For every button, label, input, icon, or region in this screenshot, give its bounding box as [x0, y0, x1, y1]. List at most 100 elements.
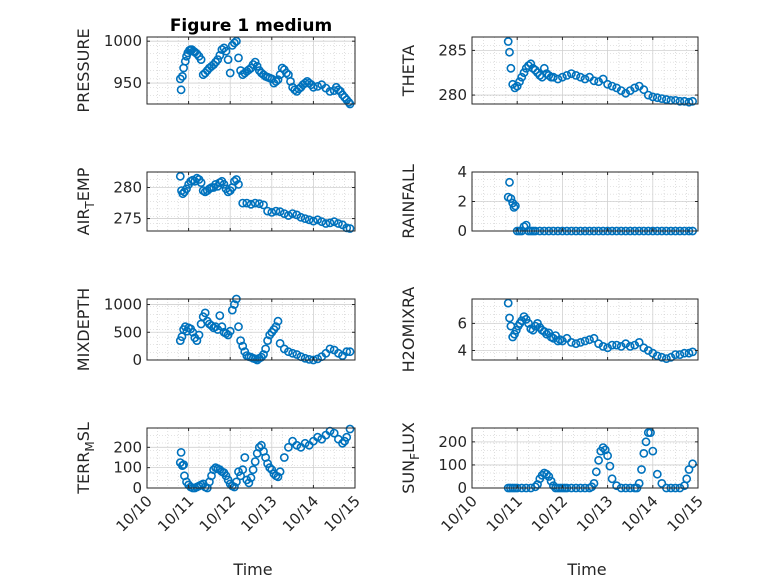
data-point: [279, 209, 289, 218]
axes-box: [146, 427, 356, 489]
data-point: [594, 455, 603, 465]
data-point: [680, 348, 689, 358]
data-point: [234, 322, 243, 332]
grid: [472, 299, 698, 360]
data-point: [688, 459, 697, 469]
axes-box: [146, 36, 356, 105]
data-point: [238, 465, 248, 475]
y-tick-label: 4: [457, 342, 467, 360]
subplot-rainfall: 0 2 4 RAINFALL: [399, 163, 699, 240]
data-point: [509, 202, 519, 212]
data-point: [252, 61, 262, 71]
data-point: [652, 93, 662, 103]
data-point: [215, 311, 225, 320]
data-point: [283, 211, 293, 220]
data-point: [526, 59, 536, 69]
data-point: [329, 217, 339, 227]
x-tick-label: 10/15: [321, 492, 364, 535]
data-point: [634, 337, 644, 347]
data-point: [666, 352, 676, 362]
data-point: [675, 350, 685, 359]
data-point: [594, 339, 603, 349]
data-point: [553, 74, 563, 84]
data-point: [192, 49, 202, 59]
data-point: [338, 90, 347, 100]
data-point: [639, 448, 649, 458]
data-point: [248, 60, 258, 69]
data-point: [511, 325, 521, 335]
data-point: [271, 206, 281, 216]
data-point: [250, 57, 260, 67]
data-point: [248, 465, 258, 475]
data-point: [231, 477, 241, 487]
data-point: [637, 465, 646, 474]
data-point: [567, 69, 576, 78]
data-point: [630, 83, 640, 93]
subplot-theta: 280 285 THETA: [399, 36, 699, 107]
axes-box: [146, 171, 356, 232]
data-point: [603, 343, 612, 353]
data-point: [648, 348, 658, 358]
data-point: [641, 437, 651, 447]
y-tick-label: 6: [457, 314, 467, 332]
y-tick-label: 1000: [104, 32, 142, 50]
y-axis-label: THETA: [399, 45, 418, 97]
y-tick-label: 200: [113, 438, 142, 456]
subplot-air-temp: 275 280 AIRTEMP: [74, 167, 356, 235]
data-point: [612, 481, 621, 491]
y-axis-label-main: SUN: [399, 460, 418, 494]
data-point: [688, 347, 697, 357]
data-point: [283, 442, 293, 452]
data-point: [598, 74, 608, 84]
data-point: [313, 215, 322, 225]
y-axis-label-main: THETA: [399, 45, 418, 97]
data-point: [652, 469, 662, 479]
data-point: [594, 77, 603, 87]
data-point: [304, 354, 314, 364]
y-axis-label-main: RAINFALL: [399, 164, 418, 239]
data-point: [342, 347, 352, 357]
data-point: [657, 478, 667, 488]
data-point: [511, 201, 520, 211]
x-tick-label: 10/15: [664, 492, 707, 535]
y-axis-label-main: PRESSURE: [74, 28, 93, 112]
y-tick-label: 0: [457, 222, 467, 240]
data-point: [329, 428, 339, 438]
data-point: [196, 178, 206, 187]
data-point: [219, 179, 229, 189]
data-point: [211, 57, 220, 67]
data-point: [542, 469, 551, 479]
data-point: [505, 177, 514, 187]
data-point: [603, 79, 612, 89]
y-tick-label: 280: [113, 179, 142, 197]
y-tick-label: 950: [113, 74, 142, 92]
data-point: [621, 88, 631, 98]
y-tick-label: 200: [438, 433, 467, 451]
y-axis-label: MIXDEPTH: [74, 288, 93, 371]
series-theta: [503, 37, 697, 107]
data-point: [648, 92, 658, 102]
data-point: [175, 74, 185, 84]
series-mixdepth: [175, 294, 355, 365]
data-point: [503, 298, 513, 308]
data-point: [589, 478, 599, 488]
data-point: [217, 322, 227, 332]
data-point: [275, 207, 285, 217]
data-point: [261, 344, 270, 354]
data-point: [340, 92, 349, 102]
data-point: [558, 72, 567, 82]
data-point: [539, 63, 549, 73]
data-point: [209, 465, 218, 475]
series-air-temp: [175, 171, 355, 233]
data-point: [200, 308, 210, 318]
data-point: [275, 467, 285, 477]
data-point: [616, 341, 626, 351]
data-point: [342, 432, 352, 442]
data-point: [657, 94, 667, 103]
x-axis-label: Time: [566, 560, 606, 579]
subplot-terr-msl: 0 100 200 TERRMSL 10/1010/1110/1210/1310/141…: [74, 422, 364, 579]
data-point: [634, 478, 644, 488]
data-point: [344, 97, 354, 107]
